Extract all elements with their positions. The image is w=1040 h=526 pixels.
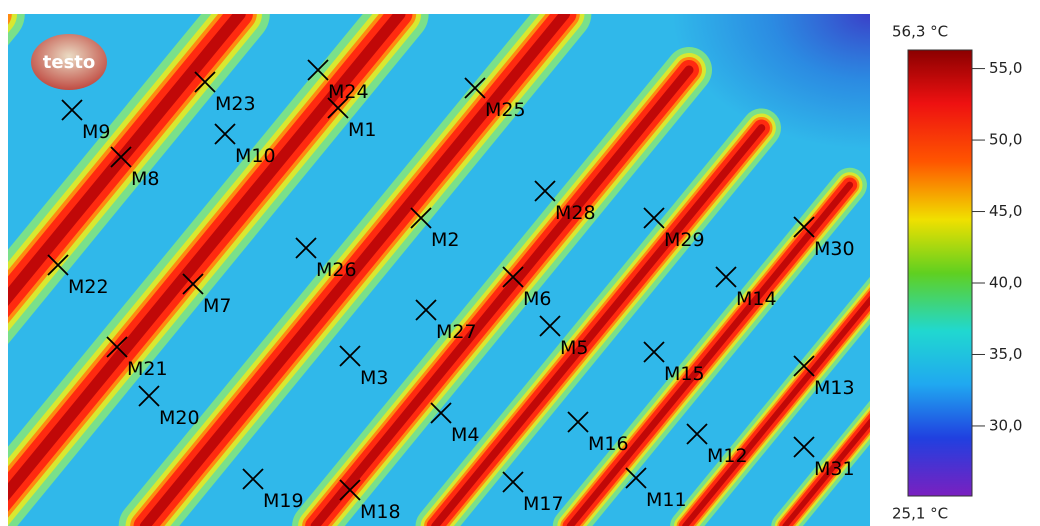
marker-label: M20	[159, 407, 200, 429]
marker-label: M26	[316, 259, 357, 281]
marker-label: M30	[814, 238, 855, 260]
marker-label: M17	[523, 493, 564, 515]
marker-label: M19	[263, 490, 304, 512]
scale-tick-label: 30,0	[989, 416, 1022, 434]
scale-tick-label: 40,0	[989, 274, 1022, 292]
scale-tick-label: 35,0	[989, 345, 1022, 363]
marker-label: M21	[127, 358, 168, 380]
marker-label: M15	[664, 363, 705, 385]
marker-label: M16	[588, 433, 629, 455]
scale-tick-label: 45,0	[989, 202, 1022, 220]
marker-label: M4	[451, 424, 479, 446]
marker-label: M23	[215, 93, 256, 115]
thermal-image	[0, 14, 897, 526]
marker-label: M6	[523, 288, 551, 310]
marker-label: M7	[203, 295, 231, 317]
marker-label: M13	[814, 377, 855, 399]
marker-label: M5	[560, 337, 588, 359]
scale-tick-label: 55,0	[989, 59, 1022, 77]
scale-min: 25,1 °C	[892, 505, 948, 523]
scale-max: 56,3 °C	[892, 23, 948, 41]
marker-label: M25	[485, 99, 526, 121]
marker-label: M1	[348, 119, 376, 141]
marker-label: M27	[436, 321, 477, 343]
marker-label: M29	[664, 229, 705, 251]
marker-label: M28	[555, 202, 596, 224]
marker-label: M14	[736, 288, 777, 310]
logo: testo	[43, 52, 96, 73]
color-scale	[908, 50, 972, 496]
marker-label: M2	[431, 229, 459, 251]
scale-tick-label: 50,0	[989, 131, 1022, 149]
marker-label: M24	[328, 81, 369, 103]
marker-label: M9	[82, 121, 110, 143]
marker-label: M3	[360, 367, 388, 389]
marker-label: M31	[814, 458, 855, 480]
marker-label: M11	[646, 489, 687, 511]
marker-label: M22	[68, 276, 109, 298]
marker-label: M8	[131, 168, 159, 190]
marker-label: M12	[707, 445, 748, 467]
marker-label: M10	[235, 145, 276, 167]
marker-label: M18	[360, 501, 401, 523]
screen: testo 56,3 °C 25,1 °C M23 M24 M1 M25 M9 M10 M8…	[0, 0, 1040, 526]
